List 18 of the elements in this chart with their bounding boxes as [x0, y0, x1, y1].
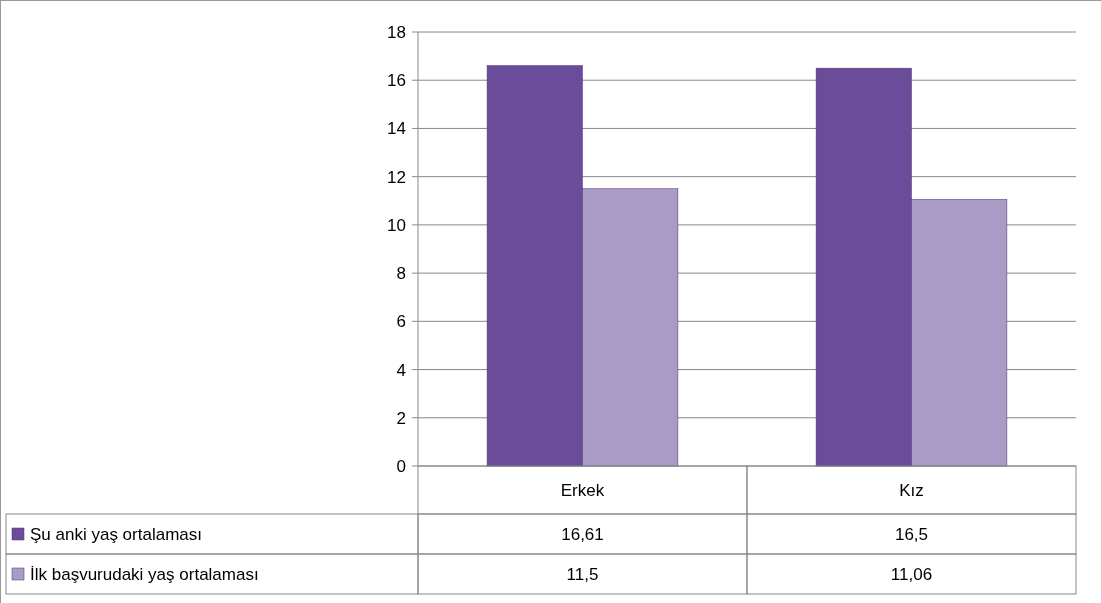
- legend-label: Şu anki yaş ortalaması: [30, 524, 202, 544]
- y-tick-label: 2: [396, 408, 406, 428]
- legend-label: İlk başvurudaki yaş ortalaması: [30, 564, 259, 584]
- data-label: 16,5: [894, 524, 929, 544]
- y-tick-label: 6: [396, 312, 406, 332]
- y-tick-label: 16: [387, 71, 406, 91]
- data-label: 11,5: [566, 564, 599, 584]
- y-tick-label: 12: [387, 167, 406, 187]
- y-tick-label: 18: [387, 22, 406, 42]
- y-tick-label: 4: [396, 360, 406, 380]
- y-tick-label: 8: [396, 264, 406, 284]
- y-tick-label: 14: [387, 119, 406, 139]
- y-tick-label: 0: [396, 456, 406, 476]
- data-label: 11,06: [890, 564, 933, 584]
- y-tick-label: 10: [387, 215, 406, 235]
- data-label: 16,61: [561, 524, 604, 544]
- x-tick-label: Kız: [899, 480, 924, 500]
- x-tick-label: Erkek: [560, 480, 605, 500]
